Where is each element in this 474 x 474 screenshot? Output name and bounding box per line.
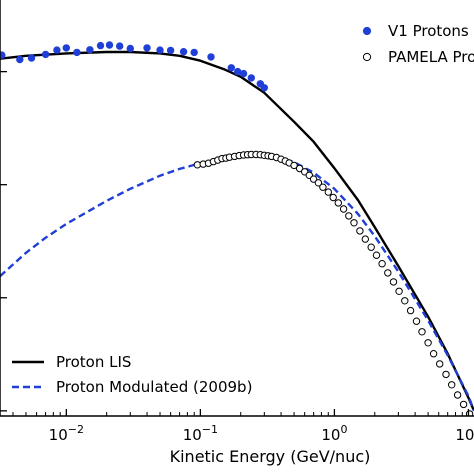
data-point-2-20 — [239, 69, 248, 78]
data-point-3-48 — [429, 350, 438, 358]
data-point-2-21 — [247, 74, 256, 82]
data-point-3-39 — [378, 260, 386, 268]
data-point-2-23 — [260, 84, 268, 92]
data-point-3-26 — [309, 175, 318, 183]
data-point-2-3 — [41, 50, 50, 59]
x-axis-label: Kinetic Energy (GeV/nuc) — [170, 447, 371, 466]
data-point-2-15 — [179, 47, 188, 56]
data-point-3-32 — [339, 205, 348, 213]
x-tick-label-3: 101 — [455, 423, 474, 444]
data-point-3-28 — [319, 183, 327, 191]
data-point-3-38 — [372, 251, 381, 259]
data-point-2-6 — [73, 48, 81, 57]
data-point-3-22 — [290, 161, 298, 170]
data-point-3-40 — [384, 269, 392, 277]
x-tick-label-1: 10−1 — [183, 423, 218, 444]
legend-label-1: PAMELA Protons — [388, 48, 474, 66]
data-point-3-35 — [356, 227, 364, 235]
data-point-3-50 — [442, 370, 450, 379]
legend-top: V1 Protons PAMELA Protons — [362, 22, 474, 66]
data-point-3-41 — [389, 278, 398, 286]
data-point-2-10 — [115, 42, 124, 50]
data-point-2-12 — [143, 44, 151, 52]
data-point-3-30 — [329, 193, 337, 202]
data-point-2-7 — [86, 46, 94, 54]
data-point-3-31 — [334, 199, 342, 207]
legend-bottom: Proton LIS Proton Modulated (2009b) — [12, 353, 252, 396]
data-point-3-29 — [324, 188, 332, 196]
x-tick-label-2: 100 — [321, 423, 347, 444]
data-point-2-5 — [62, 44, 71, 52]
legend-marker-0 — [362, 26, 372, 36]
axes-layer — [0, 0, 474, 417]
ticks-layer: 10−2 10−1 100 101 — [0, 70, 474, 444]
legend-line-label-0: Proton LIS — [56, 353, 131, 371]
data-point-2-1 — [16, 55, 24, 64]
data-point-3-49 — [436, 360, 444, 368]
legend-line-label-1: Proton Modulated (2009b) — [56, 378, 252, 396]
legend-marker-1 — [362, 52, 372, 62]
x-tick-label-0: 10−2 — [49, 423, 84, 444]
data-point-2-18 — [227, 64, 236, 72]
data-point-2-16 — [190, 48, 198, 57]
data-point-2-11 — [126, 44, 135, 53]
data-point-3-45 — [412, 317, 421, 325]
data-point-2-13 — [156, 46, 164, 54]
legend-label-0: V1 Protons — [388, 22, 469, 40]
data-point-2-14 — [166, 46, 175, 55]
series-line-1 — [0, 154, 474, 412]
series-layer — [0, 41, 474, 416]
data-point-3-37 — [367, 243, 375, 251]
data-point-3-47 — [424, 339, 432, 347]
series-line-0 — [0, 50, 474, 412]
data-point-3-34 — [350, 219, 358, 227]
data-point-3-23 — [295, 164, 304, 173]
data-point-2-0 — [0, 51, 6, 59]
data-point-2-9 — [105, 41, 114, 49]
data-point-2-2 — [27, 54, 36, 62]
data-point-3-33 — [345, 212, 353, 220]
data-point-3-36 — [361, 235, 369, 243]
data-point-3-52 — [453, 391, 462, 399]
data-point-3-46 — [418, 328, 426, 336]
data-point-3-51 — [448, 381, 456, 389]
data-point-3-27 — [314, 179, 323, 187]
data-point-3-44 — [406, 306, 415, 315]
data-point-2-8 — [96, 41, 105, 50]
data-point-3-42 — [395, 287, 403, 295]
data-point-2-4 — [53, 46, 61, 54]
data-point-3-43 — [401, 297, 409, 305]
data-point-2-17 — [207, 53, 215, 61]
data-point-3-53 — [459, 400, 468, 409]
